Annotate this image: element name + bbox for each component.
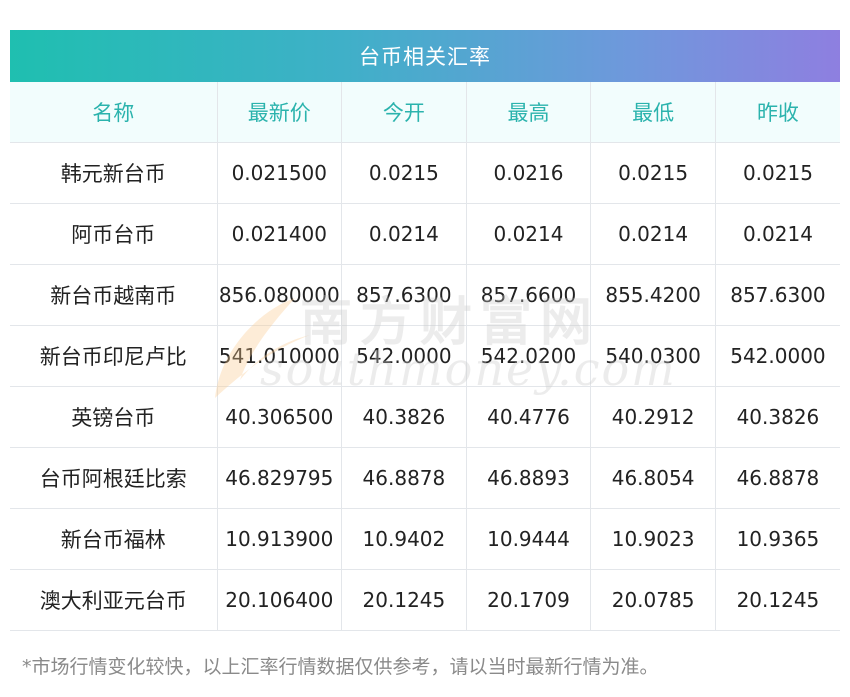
cell-name: 台币阿根廷比索 [10,447,218,509]
table-row: 阿币台币 0.021400 0.0214 0.0214 0.0214 0.0214 [10,203,840,265]
header-name: 名称 [10,82,218,143]
cell-prev-close: 46.8878 [715,447,840,509]
cell-high: 20.1709 [466,569,592,631]
table-header-row: 名称 最新价 今开 最高 最低 昨收 [10,82,840,143]
footnote: *市场行情变化较快，以上汇率行情数据仅供参考，请以当时最新行情为准。 [22,656,659,678]
table-row: 英镑台币 40.306500 40.3826 40.4776 40.2912 40.382… [10,386,840,448]
cell-low: 46.8054 [590,447,716,509]
cell-open: 857.6300 [341,264,467,326]
cell-latest: 46.829795 [217,447,343,509]
cell-open: 20.1245 [341,569,467,631]
cell-open: 10.9402 [341,508,467,570]
cell-high: 857.6600 [466,264,592,326]
cell-latest: 856.080000 [217,264,343,326]
cell-low: 0.0214 [590,203,716,265]
table-row: 新台币越南币 856.080000 857.6300 857.6600 855.4200… [10,264,840,326]
cell-name: 新台币印尼卢比 [10,325,218,387]
cell-open: 0.0214 [341,203,467,265]
cell-name: 韩元新台币 [10,142,218,204]
header-high: 最高 [466,82,592,143]
cell-high: 0.0214 [466,203,592,265]
cell-open: 542.0000 [341,325,467,387]
exchange-rate-table: 名称 最新价 今开 最高 最低 昨收 韩元新台币 0.021500 0.0215 0.… [10,82,840,631]
cell-high: 46.8893 [466,447,592,509]
cell-latest: 0.021400 [217,203,343,265]
cell-latest: 20.106400 [217,569,343,631]
cell-prev-close: 20.1245 [715,569,840,631]
table-row: 澳大利亚元台币 20.106400 20.1245 20.1709 20.0785 20.… [10,569,840,631]
cell-prev-close: 0.0215 [715,142,840,204]
cell-latest: 541.010000 [217,325,343,387]
header-low: 最低 [590,82,716,143]
header-latest: 最新价 [217,82,343,143]
cell-latest: 40.306500 [217,386,343,448]
cell-low: 40.2912 [590,386,716,448]
table-row: 新台币福林 10.913900 10.9402 10.9444 10.9023 10.93… [10,508,840,570]
cell-prev-close: 857.6300 [715,264,840,326]
cell-high: 0.0216 [466,142,592,204]
cell-name: 新台币越南币 [10,264,218,326]
cell-high: 542.0200 [466,325,592,387]
cell-low: 540.0300 [590,325,716,387]
cell-name: 澳大利亚元台币 [10,569,218,631]
cell-prev-close: 40.3826 [715,386,840,448]
cell-low: 20.0785 [590,569,716,631]
header-prev-close: 昨收 [715,82,840,143]
cell-low: 0.0215 [590,142,716,204]
cell-prev-close: 10.9365 [715,508,840,570]
cell-low: 10.9023 [590,508,716,570]
cell-open: 46.8878 [341,447,467,509]
cell-latest: 10.913900 [217,508,343,570]
cell-latest: 0.021500 [217,142,343,204]
cell-low: 855.4200 [590,264,716,326]
cell-prev-close: 0.0214 [715,203,840,265]
cell-prev-close: 542.0000 [715,325,840,387]
cell-name: 阿币台币 [10,203,218,265]
table-row: 韩元新台币 0.021500 0.0215 0.0216 0.0215 0.0215 [10,142,840,204]
cell-name: 新台币福林 [10,508,218,570]
cell-name: 英镑台币 [10,386,218,448]
cell-high: 10.9444 [466,508,592,570]
header-open: 今开 [341,82,467,143]
table-body: 韩元新台币 0.021500 0.0215 0.0216 0.0215 0.0215 阿币台… [10,142,840,631]
cell-high: 40.4776 [466,386,592,448]
table-title: 台币相关汇率 [10,30,840,82]
cell-open: 0.0215 [341,142,467,204]
table-row: 新台币印尼卢比 541.010000 542.0000 542.0200 540.030… [10,325,840,387]
cell-open: 40.3826 [341,386,467,448]
table-row: 台币阿根廷比索 46.829795 46.8878 46.8893 46.8054 46.… [10,447,840,509]
